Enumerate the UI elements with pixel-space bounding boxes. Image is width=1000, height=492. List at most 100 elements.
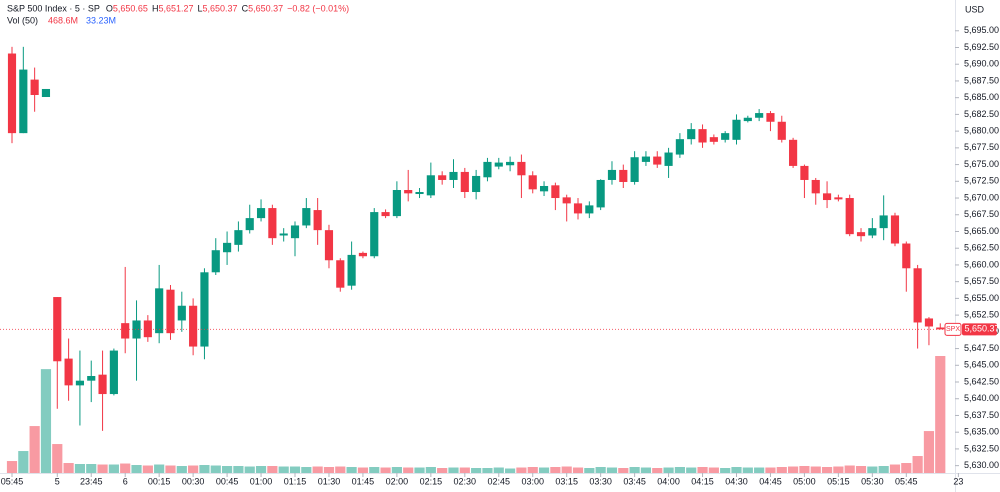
y-tick-label: 5,640.00 bbox=[964, 393, 999, 403]
candle-body bbox=[404, 190, 413, 194]
y-tick-label: 5,652.50 bbox=[964, 309, 999, 319]
x-tick-label: 02:15 bbox=[420, 476, 443, 486]
candle-body bbox=[800, 165, 809, 180]
candle-body bbox=[641, 156, 651, 162]
y-tick-label: 5,645.00 bbox=[964, 360, 999, 370]
candle-body bbox=[675, 139, 684, 155]
volume-bar bbox=[935, 356, 946, 473]
volume-bar bbox=[425, 467, 436, 473]
volume-bar bbox=[550, 467, 561, 473]
candle-body bbox=[166, 289, 175, 334]
volume-bar bbox=[380, 467, 391, 473]
candle-body bbox=[426, 175, 435, 196]
y-tick-label: 5,662.50 bbox=[964, 243, 999, 253]
volume-bar bbox=[855, 466, 867, 473]
candle-body bbox=[913, 268, 922, 323]
volume-bar bbox=[301, 467, 312, 473]
y-tick-label: 5,677.50 bbox=[964, 142, 999, 152]
volume-bar bbox=[923, 431, 935, 473]
volume-bar bbox=[97, 464, 108, 473]
volume-bar bbox=[652, 468, 663, 473]
y-tick-label: 5,657.50 bbox=[964, 276, 999, 286]
candle-body bbox=[743, 117, 752, 122]
y-tick-label: 5,655.00 bbox=[964, 293, 999, 303]
x-tick-label: 03:15 bbox=[555, 476, 578, 486]
y-tick-label: 5,687.50 bbox=[964, 75, 999, 85]
volume-bar bbox=[18, 451, 29, 473]
volume-bar bbox=[731, 467, 742, 473]
volume-value: 468.6M bbox=[48, 15, 78, 25]
x-tick-label: 01:15 bbox=[284, 476, 307, 486]
candle-body bbox=[664, 152, 673, 166]
volume-bar bbox=[131, 465, 142, 473]
candle-body bbox=[653, 156, 662, 165]
volume-bar bbox=[788, 466, 799, 473]
volume-bar bbox=[493, 467, 504, 473]
candle-body bbox=[155, 288, 164, 334]
candle-body bbox=[256, 208, 266, 219]
volume-bar bbox=[120, 463, 131, 473]
volume-bar bbox=[267, 466, 278, 473]
candle-body bbox=[811, 179, 820, 194]
volume-bar bbox=[244, 466, 255, 473]
candle-body bbox=[483, 161, 492, 178]
y-tick-label: 5,630.00 bbox=[964, 460, 999, 470]
candle-body bbox=[936, 327, 945, 330]
volume-bar bbox=[765, 467, 776, 473]
volume-bar bbox=[221, 466, 233, 473]
y-tick-label: 5,647.50 bbox=[964, 343, 999, 353]
candle-body bbox=[551, 185, 560, 199]
candle-body bbox=[460, 171, 469, 193]
y-tick-label: 5,682.50 bbox=[964, 109, 999, 119]
ohlc-key: L bbox=[198, 3, 203, 13]
candle-body bbox=[98, 374, 107, 395]
volume-bar bbox=[199, 465, 210, 473]
x-tick-label: 00:30 bbox=[182, 476, 205, 486]
volume-bar bbox=[278, 466, 289, 473]
volume-bar bbox=[63, 463, 74, 473]
symbol-title: S&P 500 Index · 5 · SP bbox=[7, 3, 100, 13]
volume-label: Vol (50) bbox=[7, 15, 38, 25]
axis-layer: 5,630.00 5,632.50 5,635.00 5,637.50 5,640.00… bbox=[1, 25, 1000, 486]
volume-bar bbox=[889, 464, 901, 473]
candle-body bbox=[223, 242, 232, 253]
ohlc-value: 5,650.37 bbox=[248, 3, 283, 13]
candle-body bbox=[687, 129, 696, 140]
volume-bar bbox=[233, 466, 244, 473]
candle-body bbox=[19, 69, 28, 134]
volume-bar bbox=[471, 468, 482, 473]
candle-body bbox=[415, 192, 424, 195]
candle-body bbox=[902, 243, 911, 269]
x-tick-label: 03:45 bbox=[623, 476, 646, 486]
candle-body bbox=[132, 320, 141, 339]
candle-body bbox=[7, 53, 17, 134]
candle-body bbox=[845, 198, 854, 235]
candle-body bbox=[822, 193, 832, 201]
candle-body bbox=[619, 169, 628, 182]
volume-bar bbox=[188, 465, 199, 473]
candle-body bbox=[189, 305, 198, 347]
candle-body bbox=[766, 113, 775, 122]
currency: USD bbox=[965, 4, 985, 14]
volume-bar bbox=[878, 466, 889, 473]
y-tick-label: 5,637.50 bbox=[964, 410, 999, 420]
x-tick-label: 05:00 bbox=[793, 476, 816, 486]
candle-body bbox=[789, 139, 798, 166]
volume-bar bbox=[482, 468, 493, 473]
candle-body bbox=[494, 162, 503, 167]
candle-body bbox=[392, 190, 401, 217]
y-tick-label: 5,672.50 bbox=[964, 176, 999, 186]
candle-body bbox=[109, 350, 118, 395]
candle-body bbox=[539, 185, 549, 192]
candle-body bbox=[856, 232, 866, 237]
y-tick-label: 5,675.00 bbox=[964, 159, 999, 169]
candle-body bbox=[506, 161, 515, 166]
candle-body bbox=[279, 233, 288, 236]
volume-bar bbox=[584, 468, 595, 473]
x-tick-label: 05:45 bbox=[895, 476, 918, 486]
candle-body bbox=[336, 260, 345, 288]
volume-bar bbox=[255, 466, 267, 473]
candle-body bbox=[121, 323, 130, 339]
